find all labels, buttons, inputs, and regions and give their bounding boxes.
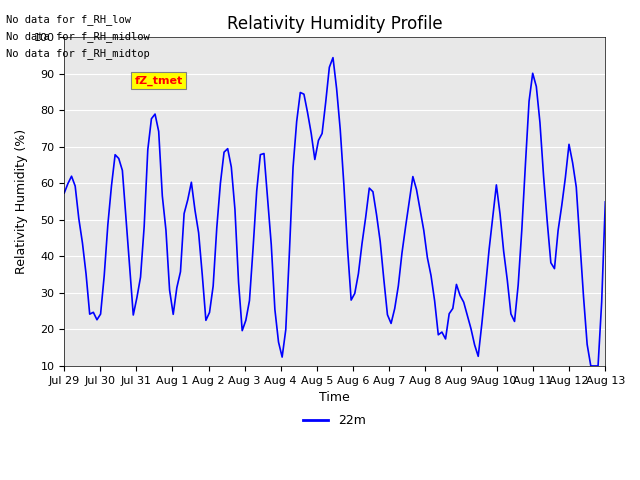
Y-axis label: Relativity Humidity (%): Relativity Humidity (%)	[15, 129, 28, 274]
Legend: 22m: 22m	[298, 409, 371, 432]
X-axis label: Time: Time	[319, 391, 350, 404]
Text: No data for f_RH_midlow: No data for f_RH_midlow	[6, 31, 150, 42]
Text: No data for f_RH_midtop: No data for f_RH_midtop	[6, 48, 150, 59]
Title: Relativity Humidity Profile: Relativity Humidity Profile	[227, 15, 443, 33]
Text: fZ_tmet: fZ_tmet	[134, 75, 183, 85]
Text: No data for f_RH_low: No data for f_RH_low	[6, 14, 131, 25]
